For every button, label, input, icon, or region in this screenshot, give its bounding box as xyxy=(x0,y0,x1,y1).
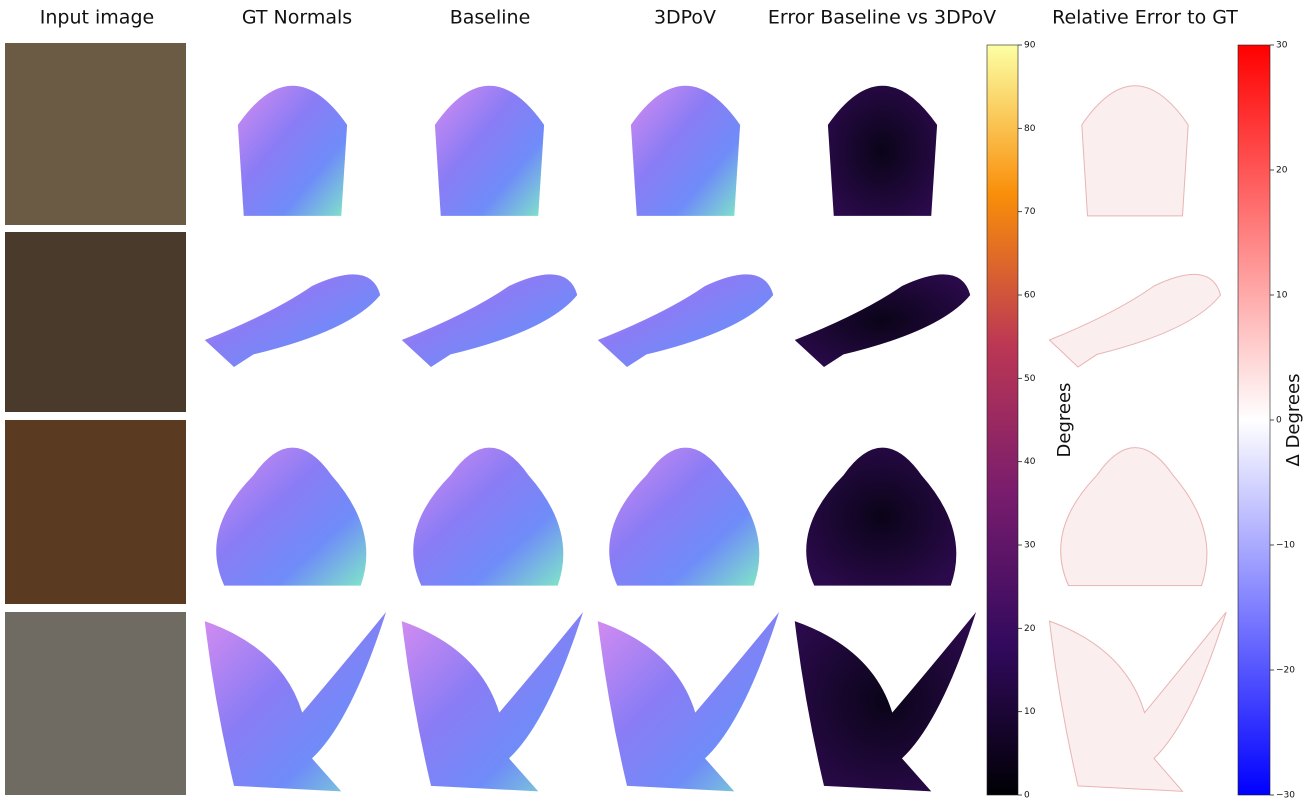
tick-label: 0 xyxy=(1024,791,1030,801)
tick-label: 80 xyxy=(1024,124,1036,134)
tick-label: 70 xyxy=(1024,207,1036,217)
column-title: Relative Error to GT xyxy=(1052,7,1238,29)
input-image xyxy=(5,43,186,225)
relative-error-map xyxy=(1061,448,1207,586)
input-image xyxy=(5,420,186,604)
column-title: 3DPoV xyxy=(654,7,716,29)
normal-map xyxy=(205,612,386,791)
normal-map xyxy=(402,612,583,791)
relative-error-map xyxy=(1050,612,1227,791)
tick-label: −20 xyxy=(1276,666,1295,676)
colorbar xyxy=(987,45,1018,795)
tick-label: 50 xyxy=(1024,374,1036,384)
normal-map xyxy=(238,86,347,216)
column-title: GT Normals xyxy=(242,7,352,29)
tick-label: 10 xyxy=(1276,291,1288,301)
input-image xyxy=(5,232,186,412)
normal-map xyxy=(435,86,544,216)
colorbar-label: Degrees xyxy=(1054,383,1075,458)
tick-label: 40 xyxy=(1024,457,1036,467)
column-title: Baseline xyxy=(450,7,531,29)
normal-map xyxy=(631,86,740,216)
error-map xyxy=(795,274,971,367)
tick-label: 60 xyxy=(1024,291,1036,301)
tick-label: 20 xyxy=(1024,624,1036,634)
figure: Degrees Δ Degrees Input image GT Normals B… xyxy=(0,0,1312,801)
normal-map xyxy=(216,448,366,586)
column-title: Error Baseline vs 3DPoV xyxy=(768,7,996,29)
relative-error-map xyxy=(1082,86,1188,216)
normal-map xyxy=(413,448,563,586)
tick-label: 30 xyxy=(1024,541,1036,551)
tick-label: −10 xyxy=(1276,541,1295,551)
colorbar xyxy=(1238,45,1270,795)
tick-label: 0 xyxy=(1276,416,1282,426)
error-map xyxy=(806,448,956,586)
input-image xyxy=(5,612,186,795)
normal-map xyxy=(205,274,381,367)
normal-map xyxy=(598,612,779,791)
tick-label: −30 xyxy=(1276,791,1295,801)
tick-label: 90 xyxy=(1024,41,1036,51)
tick-label: 30 xyxy=(1276,41,1288,51)
tick-label: 10 xyxy=(1024,707,1036,717)
error-map xyxy=(828,86,937,216)
column-title: Input image xyxy=(40,7,154,29)
normal-map xyxy=(598,274,774,367)
error-map xyxy=(795,612,976,791)
tick-label: 20 xyxy=(1276,166,1288,176)
relative-error-map xyxy=(1050,274,1221,367)
image-grid xyxy=(5,43,1226,795)
normal-map xyxy=(402,274,578,367)
colorbar-label: Δ Degrees xyxy=(1283,374,1304,467)
normal-map xyxy=(609,448,759,586)
